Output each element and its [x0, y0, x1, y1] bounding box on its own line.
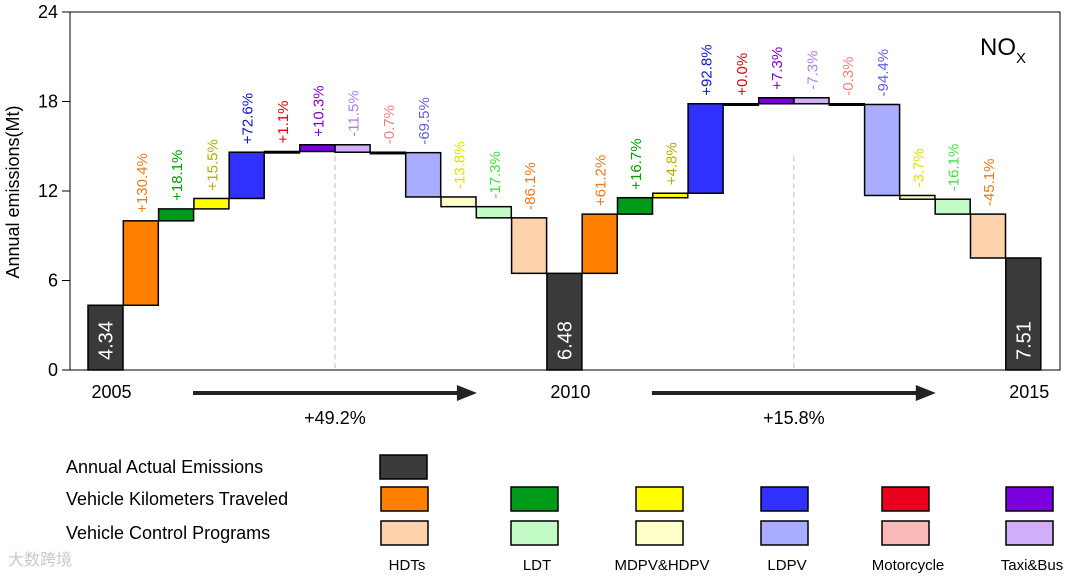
legend-swatch — [510, 486, 559, 512]
arrow-head-icon — [456, 385, 477, 401]
change-percent-label: +4.8% — [663, 142, 680, 185]
change-bar — [934, 198, 971, 215]
change-bar — [757, 97, 795, 105]
change-percent-label: +92.8% — [699, 44, 716, 95]
y-tick-label: 12 — [38, 181, 58, 201]
change-bar — [687, 102, 724, 194]
legend-vehicle-label: HDTs — [389, 557, 426, 574]
legend-swatch — [380, 486, 429, 512]
actual-emissions-bar — [87, 304, 124, 371]
change-bar — [404, 151, 442, 198]
legend-swatch — [881, 520, 930, 546]
change-percent-label: +15.5% — [204, 139, 221, 190]
legend-vehicle-label: LDT — [523, 557, 551, 574]
chart-title: NOX — [980, 34, 1026, 67]
change-percent-label: +18.1% — [169, 150, 186, 201]
legend-vehicle-label: LDPV — [767, 557, 806, 574]
legend-row-label: Vehicle Kilometers Traveled — [66, 489, 288, 509]
legend-swatch — [760, 520, 809, 546]
legend-swatch — [881, 486, 930, 512]
change-bar — [969, 213, 1007, 259]
change-percent-label: -13.8% — [452, 141, 469, 189]
change-percent-label: +0.0% — [734, 53, 751, 96]
change-percent-label: -94.4% — [875, 49, 892, 97]
legend-swatch — [1005, 520, 1054, 546]
change-percent-label: +72.6% — [240, 93, 257, 144]
actual-emissions-value: 6.48 — [554, 321, 576, 360]
change-percent-label: -3.7% — [910, 148, 927, 187]
actual-emissions-bar — [1005, 257, 1042, 371]
legend-swatch — [760, 486, 809, 512]
change-percent-label: -86.1% — [522, 162, 539, 210]
y-tick-label: 18 — [38, 92, 58, 112]
change-bar — [863, 103, 901, 197]
y-tick-label: 6 — [48, 271, 58, 291]
change-bar — [228, 151, 265, 200]
legend-swatch — [635, 486, 684, 512]
change-bar — [510, 217, 548, 275]
legend-swatch — [635, 520, 684, 546]
legend-swatch — [1005, 486, 1054, 512]
change-percent-label: -16.1% — [946, 144, 963, 192]
change-bar — [122, 220, 160, 307]
arrow-head-icon — [915, 385, 936, 401]
change-bar — [616, 196, 654, 215]
change-bar — [722, 102, 760, 106]
year-label: 2010 — [550, 382, 590, 402]
y-axis-label: Annual emissions(Mt) — [3, 105, 23, 278]
legend-row-label: Annual Actual Emissions — [66, 457, 263, 477]
legend-swatch-actual — [379, 454, 428, 480]
change-bar — [263, 150, 301, 154]
change-bar — [157, 208, 195, 222]
actual-emissions-value: 7.51 — [1013, 321, 1035, 360]
period-change-label: +49.2% — [304, 408, 366, 428]
change-percent-label: +16.7% — [628, 138, 645, 189]
legend-swatch — [380, 520, 429, 546]
change-bar — [899, 194, 936, 200]
change-bar — [828, 102, 866, 106]
change-percent-label: -11.5% — [346, 90, 363, 136]
legend-vehicle-label: MDPV&HDPV — [614, 557, 709, 574]
change-percent-label: +7.3% — [769, 47, 786, 90]
legend-row-label: Vehicle Control Programs — [66, 523, 270, 543]
chart-bars: 4.34 6.48 7.51 — [87, 97, 1042, 371]
y-tick-label: 24 — [38, 2, 58, 22]
actual-emissions-bar — [546, 272, 583, 371]
change-percent-label: +10.3% — [310, 85, 327, 136]
change-bar — [193, 197, 230, 210]
change-percent-label: +130.4% — [134, 153, 151, 213]
change-bar — [369, 151, 407, 155]
chart-labels: 2005 +130.4% +18.1% +15.5% +72.6% +1.1% +10.3%… — [91, 44, 1049, 428]
change-bar — [793, 97, 830, 105]
watermark: 大数跨境 — [8, 550, 73, 569]
change-bar — [299, 144, 336, 153]
year-label: 2005 — [91, 382, 131, 402]
year-label: 2015 — [1009, 382, 1049, 402]
legend: Annual Actual Emissions Vehicle Kilometer… — [66, 454, 1064, 574]
period-change-label: +15.8% — [763, 408, 825, 428]
legend-vehicle-label: Motorcycle — [872, 557, 945, 574]
change-percent-label: -45.1% — [981, 159, 998, 207]
change-percent-label: -0.7% — [381, 105, 398, 144]
change-percent-label: -17.3% — [487, 151, 504, 199]
actual-emissions-value: 4.34 — [96, 321, 118, 360]
change-percent-label: +61.2% — [593, 155, 610, 206]
change-percent-label: -7.3% — [805, 51, 822, 90]
change-percent-label: +1.1% — [275, 101, 292, 144]
legend-vehicle-label: Taxi&Bus — [1001, 557, 1064, 574]
change-bar — [334, 144, 371, 153]
change-percent-label: -69.5% — [416, 97, 433, 145]
change-bar — [652, 192, 689, 199]
change-bar — [581, 213, 618, 275]
change-percent-label: -0.3% — [840, 57, 857, 96]
change-bar — [475, 205, 513, 219]
y-tick-label: 0 — [48, 360, 58, 380]
change-bar — [440, 196, 477, 208]
legend-swatch — [510, 520, 559, 546]
